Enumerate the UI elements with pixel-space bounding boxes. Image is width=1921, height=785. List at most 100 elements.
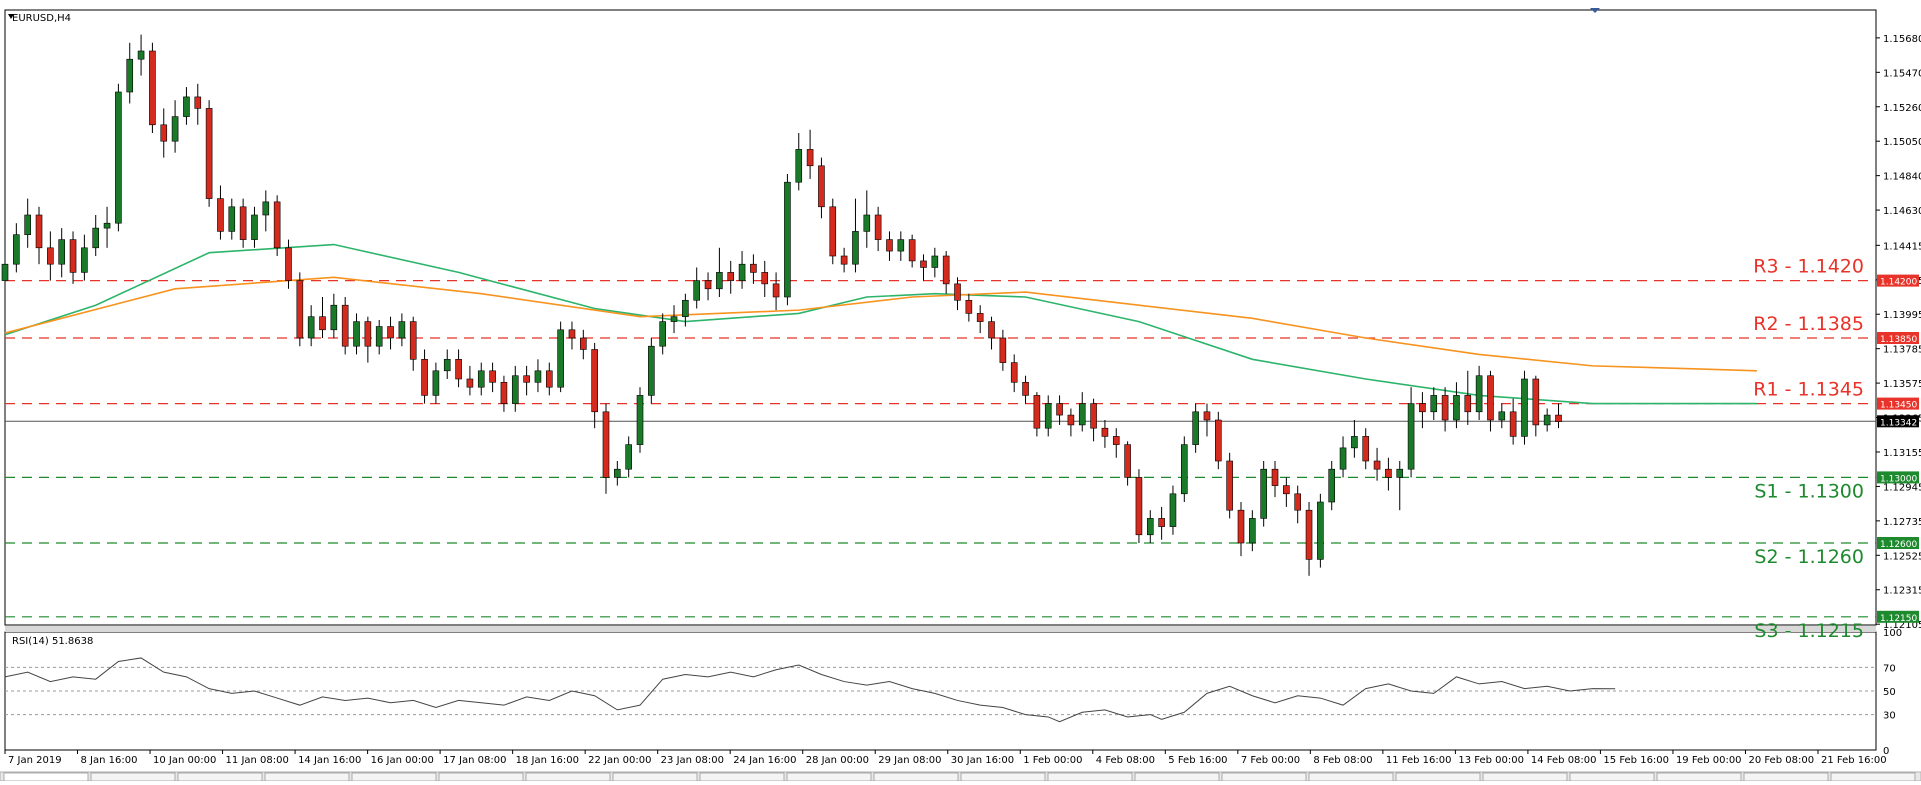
x-tick-label: 13 Feb 00:00 [1458, 755, 1524, 766]
candle [477, 370, 485, 388]
chart-tab[interactable] [1656, 772, 1742, 782]
candle [171, 116, 179, 142]
rsi-tick-label: 70 [1883, 663, 1896, 674]
level-label-s2: S2 - 1.1260 [1754, 546, 1864, 568]
candle [126, 58, 134, 93]
candle [682, 299, 689, 317]
x-tick-label: 15 Feb 16:00 [1603, 755, 1669, 766]
candle [886, 239, 893, 252]
chart-tab[interactable] [1482, 772, 1568, 782]
level-label-r2: R2 - 1.1385 [1753, 313, 1864, 335]
level-price-box-label-s1: 1.13000 [1880, 474, 1917, 484]
candle [69, 239, 77, 273]
candle [1532, 378, 1540, 426]
candle [455, 359, 462, 380]
candle [296, 280, 304, 339]
x-tick-label: 20 Feb 08:00 [1748, 755, 1814, 766]
chart-tab[interactable] [1743, 772, 1829, 782]
candle [545, 370, 553, 388]
candle [523, 375, 530, 383]
x-tick-label: 24 Jan 16:00 [733, 755, 796, 766]
level-label-s3: S3 - 1.1215 [1754, 620, 1864, 642]
candle [1033, 395, 1041, 429]
rsi-tick-label: 0 [1883, 746, 1889, 757]
y-tick-label: 1.13995 [1883, 310, 1921, 321]
chart-tab[interactable] [90, 772, 176, 782]
candle [1351, 436, 1358, 449]
chart-tab[interactable] [1830, 772, 1916, 782]
rsi-panel [4, 631, 1877, 751]
candle [1226, 460, 1233, 511]
chart-tab[interactable] [525, 772, 611, 782]
candle [1283, 485, 1290, 495]
candle [194, 96, 202, 109]
chart-tab[interactable] [1569, 772, 1655, 782]
candle [1124, 444, 1131, 478]
chart-tab[interactable] [1395, 772, 1481, 782]
candle [920, 260, 927, 268]
chart-tab[interactable] [1308, 772, 1394, 782]
chart-tab[interactable] [699, 772, 785, 782]
chart-tab[interactable] [612, 772, 698, 782]
chart-tab[interactable] [3, 772, 89, 782]
candle [738, 263, 746, 281]
level-price-box-label-r3: 1.14200 [1880, 278, 1917, 288]
x-tick-label: 18 Jan 16:00 [516, 755, 579, 766]
candle [965, 299, 973, 314]
chart-tab[interactable] [1047, 772, 1133, 782]
x-tick-label: 8 Jan 16:00 [81, 755, 138, 766]
candle [341, 304, 349, 347]
candle [659, 321, 666, 347]
candle [183, 96, 190, 117]
level-price-box-r1 [1877, 397, 1919, 410]
candle [1521, 378, 1528, 437]
candle [1396, 468, 1404, 478]
chart-tab[interactable] [873, 772, 959, 782]
candle [228, 206, 236, 232]
x-tick-label: 22 Jan 00:00 [588, 755, 651, 766]
chart-tab[interactable] [177, 772, 263, 782]
chart-tab[interactable] [1221, 772, 1307, 782]
candle [1112, 436, 1120, 445]
candle [500, 381, 508, 404]
candle [693, 280, 701, 301]
collapse-arrow-icon[interactable] [8, 14, 14, 19]
chart-tab[interactable] [960, 772, 1046, 782]
candle [262, 201, 270, 216]
chart-tab[interactable] [351, 772, 437, 782]
y-tick-label: 1.14840 [1883, 172, 1921, 183]
chart-tab[interactable] [786, 772, 872, 782]
candle [511, 375, 519, 404]
candle [1056, 403, 1063, 416]
candle [205, 108, 213, 199]
chart-tab[interactable] [1134, 772, 1220, 782]
chart-tab[interactable] [264, 772, 350, 782]
candle [421, 359, 428, 396]
candle [330, 304, 338, 331]
chart-tab[interactable] [438, 772, 524, 782]
x-tick-label: 7 Jan 2019 [8, 755, 62, 766]
level-label-r1: R1 - 1.1345 [1753, 379, 1864, 401]
x-tick-label: 23 Jan 08:00 [661, 755, 724, 766]
candle [24, 214, 31, 235]
current-price-box [1877, 415, 1919, 428]
candle [1464, 395, 1472, 413]
candle [1317, 501, 1324, 560]
candle [614, 468, 621, 478]
candle [1441, 395, 1449, 421]
level-price-box-label-s2: 1.12600 [1880, 540, 1917, 550]
scroll-marker-icon[interactable] [1590, 8, 1600, 13]
candle [1180, 444, 1188, 495]
candle [840, 255, 848, 265]
candle [285, 247, 292, 281]
y-tick-label: 1.13785 [1883, 345, 1921, 356]
candle [273, 201, 281, 249]
candle [1215, 419, 1222, 462]
candle [976, 313, 984, 322]
candle [353, 321, 360, 347]
candle [636, 395, 644, 445]
level-price-box-s2 [1877, 537, 1919, 549]
candle [35, 214, 43, 249]
